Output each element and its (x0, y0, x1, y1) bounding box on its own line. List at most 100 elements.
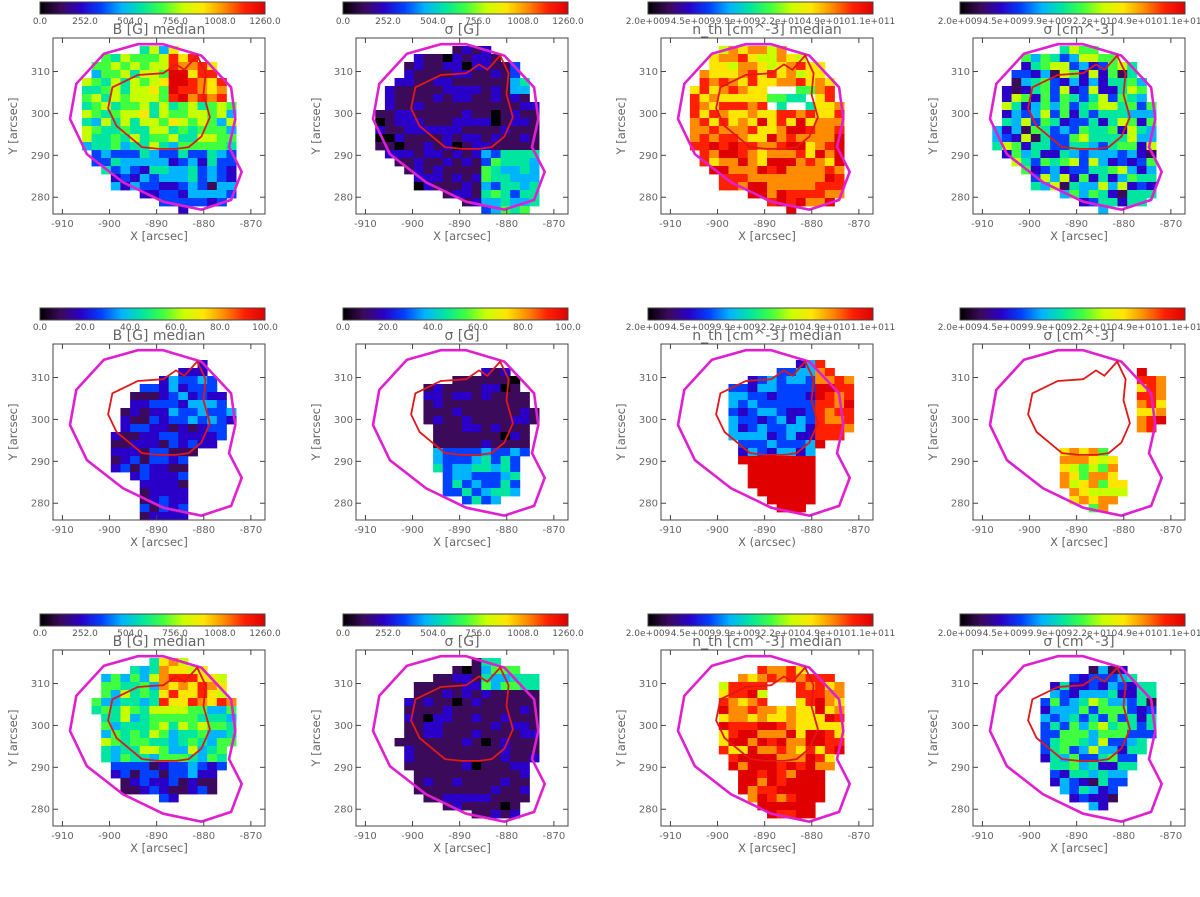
heatmap-cell (1079, 54, 1090, 63)
colorbar-label: 20.0 (378, 323, 398, 333)
heatmap-cell (815, 166, 826, 175)
heatmap-cell (149, 770, 160, 779)
heatmap-cell (159, 182, 170, 191)
heatmap-cell (815, 384, 826, 393)
heatmap-cell (776, 70, 787, 79)
heatmap-cell (139, 698, 150, 707)
heatmap-cell (728, 126, 739, 135)
heatmap-cell (197, 698, 208, 707)
heatmap-cell (689, 118, 700, 127)
heatmap-cell (384, 126, 395, 135)
heatmap-cell (1107, 480, 1118, 489)
heatmap-cell (805, 786, 816, 795)
heatmap-cell (433, 110, 444, 119)
heatmap-cell (805, 118, 816, 127)
heatmap-cell (1079, 142, 1090, 151)
heatmap-cell (404, 762, 415, 771)
heatmap-cell (159, 408, 170, 417)
heatmap-cell (1098, 464, 1109, 473)
heatmap-cell (442, 714, 453, 723)
heatmap-cell (795, 360, 806, 369)
heatmap-cell (481, 464, 492, 473)
panel-title: B [G] median (113, 634, 206, 650)
heatmap-cell (1069, 730, 1080, 739)
heatmap-cell (159, 714, 170, 723)
y-tick-label: 300 (31, 415, 50, 426)
heatmap-cell (709, 86, 720, 95)
y-tick-label: 310 (951, 679, 970, 690)
heatmap-cell (776, 118, 787, 127)
y-tick-label: 310 (31, 67, 50, 78)
heatmap-cell (500, 456, 511, 465)
heatmap-cell (490, 802, 501, 811)
heatmap-cell (81, 102, 92, 111)
colorbar-label: 252.0 (375, 629, 401, 639)
heatmap-cell (1059, 110, 1070, 119)
heatmap-cell (834, 190, 845, 199)
x-tick-label: -900 (1018, 219, 1041, 230)
heatmap-cell (110, 440, 121, 449)
heatmap-cell (519, 706, 530, 715)
heatmap-cell (747, 472, 758, 481)
heatmap-cell (747, 746, 758, 755)
x-tick-label: -880 (192, 831, 215, 842)
heatmap-cell (1088, 794, 1099, 803)
heatmap-cell (178, 456, 189, 465)
x-tick-label: -910 (51, 525, 74, 536)
heatmap-cell (757, 102, 768, 111)
heatmap-cell (1059, 464, 1070, 473)
colorbar (342, 307, 569, 321)
heatmap-cell (795, 400, 806, 409)
heatmap-cell (500, 424, 511, 433)
heatmap-cell (805, 400, 816, 409)
heatmap-cell (149, 480, 160, 489)
axes-frame (52, 37, 266, 215)
heatmap-cell (815, 150, 826, 159)
x-tick-label: -900 (1018, 525, 1041, 536)
heatmap-cell (529, 730, 540, 739)
heatmap-cell (433, 424, 444, 433)
colorbar-label: 9.9e+009 (1028, 323, 1073, 333)
inner-contour (410, 360, 514, 456)
heatmap-cell (738, 456, 749, 465)
heatmap-cell (500, 126, 511, 135)
heatmap-cell (139, 86, 150, 95)
colorbar-label: 4.9e+010 (806, 629, 851, 639)
heatmap-cell (834, 416, 845, 425)
heatmap-cell (159, 786, 170, 795)
heatmap-cell (500, 714, 511, 723)
heatmap-cell (795, 690, 806, 699)
heatmap-cell (767, 62, 778, 71)
x-tick-label: -870 (848, 219, 871, 230)
heatmap-cell (404, 746, 415, 755)
heatmap-cell (834, 714, 845, 723)
heatmap-cell (1088, 746, 1099, 755)
heatmap-cell (110, 166, 121, 175)
heatmap-cell (216, 166, 227, 175)
heatmap-cell (1059, 778, 1070, 787)
heatmap-cell (423, 166, 434, 175)
heatmap-cell (1069, 746, 1080, 755)
heatmap-cell (1079, 730, 1090, 739)
heatmap-cell (423, 174, 434, 183)
heatmap-cell (834, 384, 845, 393)
heatmap-cell (728, 384, 739, 393)
heatmap-cell (1079, 94, 1090, 103)
heatmap-cell (197, 166, 208, 175)
heatmap-cell (120, 456, 131, 465)
heatmap-cell (767, 464, 778, 473)
heatmap-cell (481, 786, 492, 795)
heatmap-cell (413, 110, 424, 119)
heatmap-cell (462, 424, 473, 433)
heatmap-cell (1069, 102, 1080, 111)
heatmap-cell (178, 70, 189, 79)
heatmap-cell (159, 440, 170, 449)
heatmap-cell (149, 512, 160, 521)
heatmap-cell (139, 432, 150, 441)
colorbar-label: 0.0 (336, 323, 351, 333)
heatmap-cell (1136, 376, 1147, 385)
heatmap-cell (226, 408, 237, 417)
heatmap-cell (1127, 86, 1138, 95)
heatmap-cell (81, 126, 92, 135)
heatmap-cell (139, 738, 150, 747)
